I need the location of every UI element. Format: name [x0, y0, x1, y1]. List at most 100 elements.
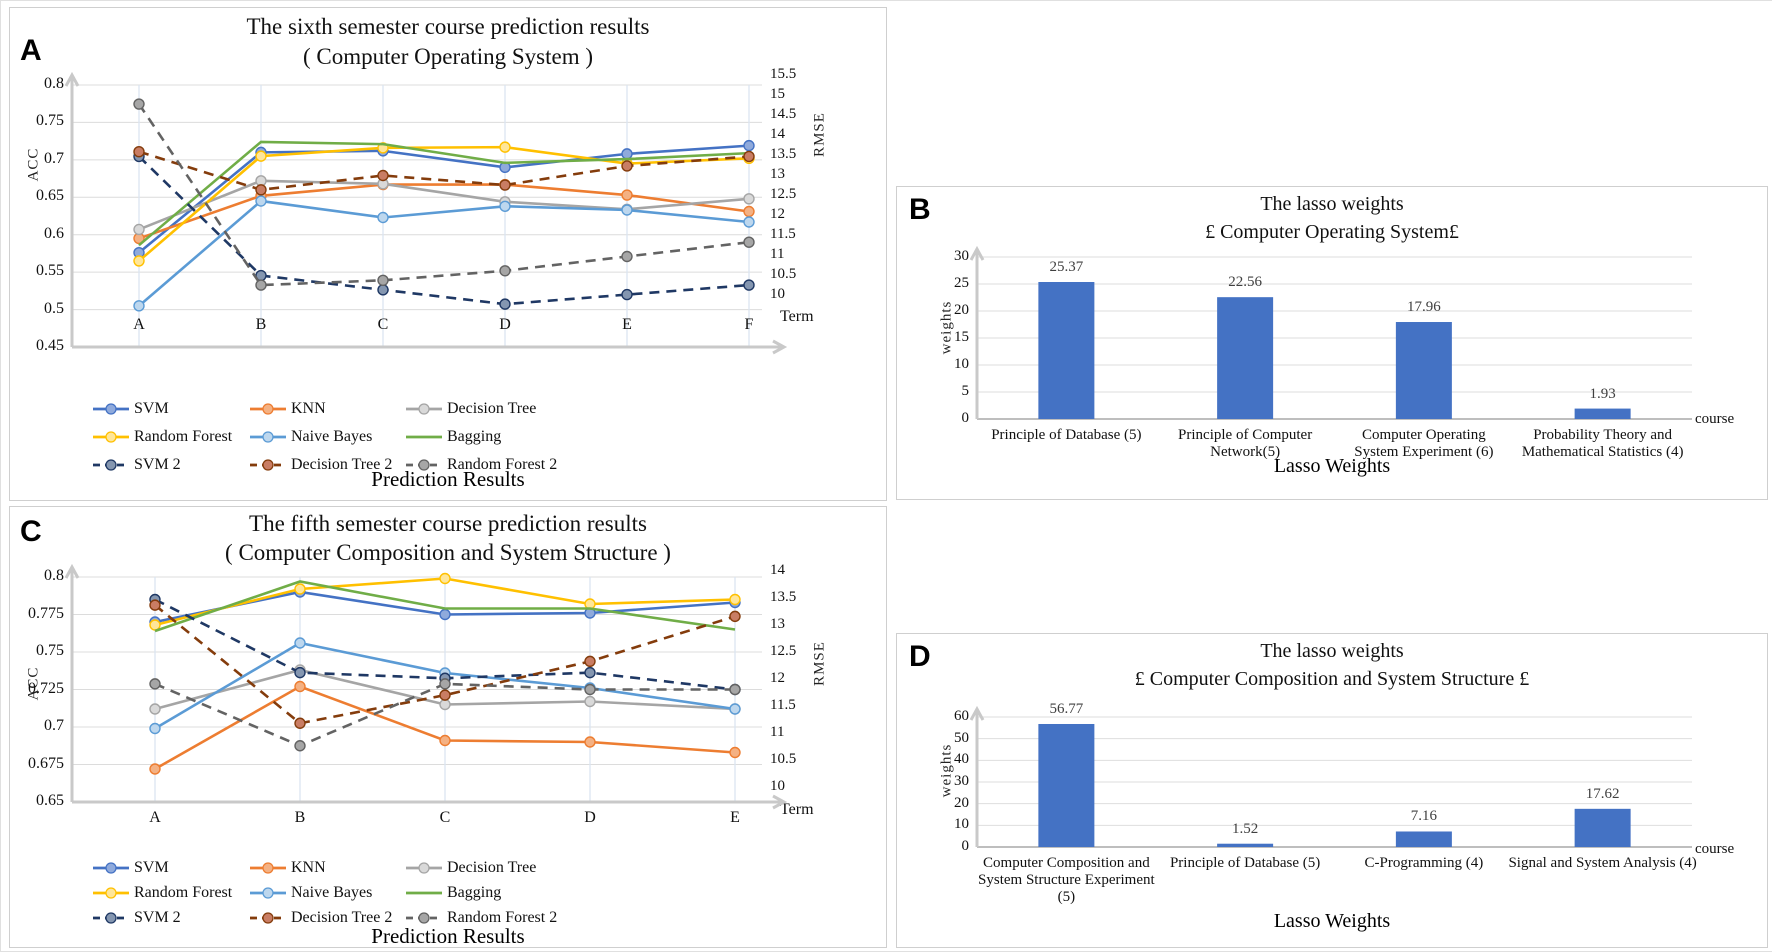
x-axis-arrow: [72, 339, 788, 355]
legend-swatch-svg: [406, 403, 442, 415]
acc-tick-label: 0.6: [44, 224, 64, 242]
bar-category-label-line: (5): [1057, 889, 1076, 905]
x-tick-label: D: [584, 809, 596, 826]
data-point-decision-tree-2: [439, 689, 451, 701]
bar-category-label-line: Probability Theory and: [1533, 427, 1673, 443]
data-point-random-forest-2: [439, 678, 451, 690]
legend-label-decision-tree-2: Decision Tree 2: [291, 909, 393, 926]
series-line-svm-2: [138, 155, 750, 306]
data-point-decision-tree-2: [584, 655, 596, 668]
legend-swatch-knn: [249, 402, 287, 416]
acc-tick-label: 0.65: [36, 792, 64, 809]
legend-marker: [105, 912, 117, 924]
legend-label-random-forest-2: Random Forest 2: [447, 456, 558, 473]
legend-swatch-svg: [93, 431, 129, 443]
rmse-tick-label: 10: [770, 286, 785, 302]
data-point-random-forest-2: [149, 678, 161, 690]
series-line-naive-bayes: [138, 199, 750, 307]
rmse-tick-label: 15.5: [770, 66, 797, 82]
legend-swatch-svg: [250, 912, 286, 924]
data-point-decision-tree-2: [621, 160, 633, 172]
data-point-decision-tree-2: [743, 150, 755, 163]
bar-category-label-line: Computer Composition and: [983, 855, 1150, 871]
legend-swatch-bagging: [405, 430, 443, 444]
legend-swatch-svg: [93, 912, 129, 924]
legend-swatch-svg: [406, 459, 442, 471]
bar-category-label-line: Principle of Computer: [1178, 427, 1313, 443]
data-point-decision-tree: [133, 223, 145, 236]
data-point-knn: [621, 189, 633, 201]
term-axis-label: Term: [780, 801, 814, 818]
bar-category-label: Principle of Computer Network(5): [1148, 427, 1342, 461]
data-point-naive-bayes: [133, 300, 145, 312]
weights-tick-label: 10: [954, 816, 969, 833]
acc-tick-label: 0.725: [28, 679, 64, 697]
series-line-random-forest: [138, 145, 750, 262]
legend-marker: [262, 862, 274, 874]
term-axis-label: Term: [780, 308, 814, 325]
rmse-tick-label: 14: [770, 562, 785, 578]
legend-label-decision-tree: Decision Tree: [447, 400, 537, 417]
data-point-naive-bayes: [621, 204, 633, 216]
data-point-random-forest: [133, 255, 145, 267]
weights-tick-label: 30: [954, 773, 969, 789]
bar-category-label: Signal and System Analysis (4): [1506, 855, 1700, 872]
legend-swatch-svg: [93, 862, 129, 874]
weights-tick-label: 40: [954, 751, 969, 768]
rmse-tick-label: 13.5: [770, 146, 797, 162]
series-line-svm: [138, 144, 750, 254]
data-point-random-forest: [729, 593, 741, 606]
legend-swatch-svg: [93, 887, 129, 899]
chart-footer-d: Lasso Weights: [1273, 910, 1391, 932]
bar-computer-operating: [1395, 322, 1452, 419]
data-point-svm-2: [377, 284, 389, 296]
data-point-random-forest-2: [743, 236, 755, 248]
legend-swatch-decision-tree: [405, 861, 443, 875]
bar-category-label-line: System Experiment (6): [1354, 444, 1494, 460]
y-axis-arrow: [969, 245, 985, 419]
x-tick-label: B: [255, 316, 267, 333]
legend-label-knn: KNN: [291, 400, 326, 417]
legend-swatch-svg: [250, 862, 286, 874]
bar-value-label: 17.62: [1585, 785, 1620, 802]
legend-swatch-svg: [406, 912, 442, 924]
acc-tick-label: 0.65: [36, 187, 64, 205]
legend-swatch-svg: [406, 891, 442, 895]
legend-marker: [262, 403, 274, 415]
data-point-random-forest: [499, 141, 511, 153]
chart-title-line1: The lasso weights: [1260, 640, 1404, 662]
acc-tick-label: 0.775: [28, 604, 64, 622]
acc-tick-label: 0.8: [44, 75, 64, 92]
legend-swatch-svg: [406, 435, 442, 439]
x-tick-label: C: [377, 316, 389, 333]
legend-marker: [262, 431, 274, 443]
bar-principle-of-database-5-: [1217, 843, 1274, 847]
data-point-decision-tree: [743, 193, 755, 205]
series-line-random-forest-2: [137, 103, 750, 287]
legend-marker: [262, 459, 274, 471]
legend-swatch-svg: [250, 459, 286, 471]
data-point-svm: [621, 148, 633, 160]
y-axis-arrow: [64, 71, 80, 347]
rmse-tick-label: 12: [770, 670, 785, 686]
legend-marker: [105, 459, 117, 471]
legend-label-naive-bayes: Naive Bayes: [291, 884, 373, 901]
data-point-naive-bayes: [729, 703, 741, 715]
x-tick-label: B: [294, 809, 306, 826]
rmse-tick-label: 15: [770, 86, 785, 102]
rmse-tick-label: 11.5: [770, 226, 796, 242]
y-axis-arrow: [969, 705, 985, 847]
acc-tick-label: 0.7: [44, 717, 64, 734]
bar-category-label: Computer Composition and System Structure…: [969, 855, 1163, 906]
data-point-svm-2: [499, 298, 511, 310]
x-axis-arrow: [72, 794, 788, 810]
legend-swatch-svm: [92, 861, 130, 875]
data-point-knn: [584, 736, 596, 748]
rmse-tick-label: 10.5: [770, 266, 797, 282]
rmse-tick-label: 12.5: [770, 643, 797, 659]
bar-category-label: Probability Theory and Mathematical Stati…: [1506, 427, 1700, 461]
legend-swatch-decision-tree: [405, 402, 443, 416]
bar-category-label: Principle of Database (5): [1148, 855, 1342, 872]
bar-value-label: 56.77: [1049, 700, 1084, 717]
bar-value-label: 1.93: [1589, 385, 1616, 402]
